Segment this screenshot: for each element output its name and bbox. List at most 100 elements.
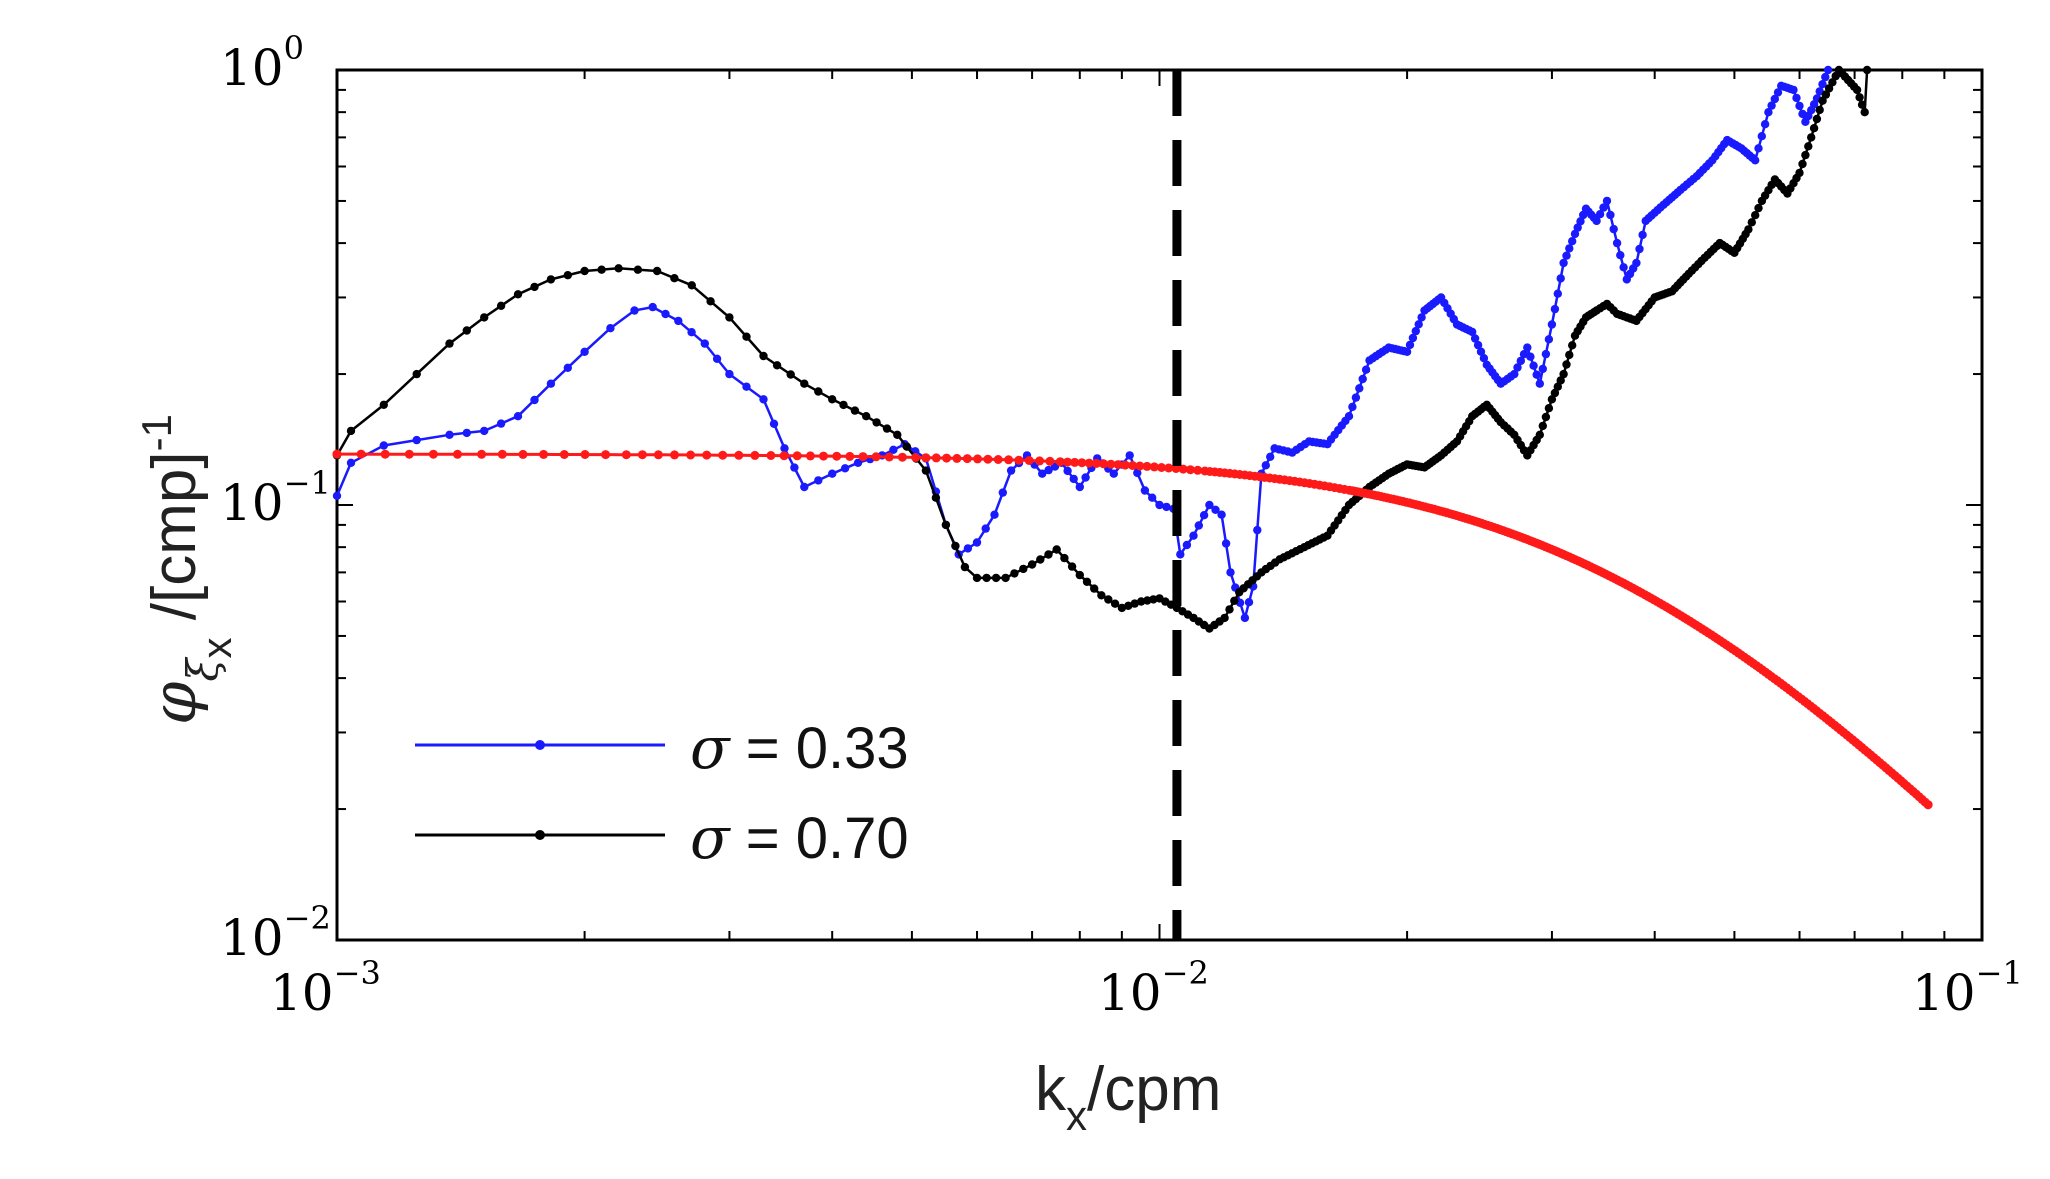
series-0-point-266	[1821, 72, 1830, 82]
series-0-point-12	[580, 347, 589, 356]
series-0-point-44	[990, 510, 999, 519]
series-0-point-10	[546, 379, 556, 388]
series-1-point-255	[1795, 168, 1804, 178]
series-0-point-65	[1133, 468, 1142, 478]
series-1-point-60	[1124, 601, 1133, 610]
series-1-point-59	[1117, 603, 1127, 613]
series-1-point-41	[972, 573, 982, 583]
series-1-point-5	[462, 326, 471, 335]
series-0-point-265	[1818, 80, 1827, 89]
series-2-point-30	[858, 452, 868, 462]
series-0-point-28	[814, 476, 823, 485]
series-2-point-6	[453, 449, 462, 459]
series-0-point-43	[981, 524, 990, 533]
y-tick-label-3: 100	[220, 29, 304, 97]
series-0-point-194	[1602, 196, 1612, 206]
series-0-point-2	[379, 441, 388, 450]
series-0-point-199	[1619, 263, 1628, 272]
series-0-point-182	[1568, 237, 1577, 246]
series-1-point-54	[1082, 577, 1092, 586]
series-0-point-57	[1081, 473, 1090, 482]
series-0-point-198	[1616, 251, 1625, 260]
series-1-point-14	[614, 264, 623, 273]
series-0-point-8	[513, 412, 523, 421]
legend: σ = 0.33 σ = 0.70	[415, 714, 909, 872]
series-2-point-26	[805, 451, 815, 461]
series-0-point-176	[1550, 304, 1560, 314]
series-0-point-250	[1773, 88, 1783, 97]
series-0-point-14	[630, 306, 639, 315]
series-2-point-40	[973, 454, 983, 464]
series-1-point-78	[1225, 605, 1234, 614]
x-tick-label-1: 10−3	[270, 954, 381, 1022]
series-0-point-18	[687, 328, 696, 337]
series-2-point-45	[1024, 456, 1034, 465]
series-2-point-53	[1091, 458, 1101, 468]
y-tick-label-2: 10−1	[220, 464, 331, 532]
y-tick-label-1: 10−2	[220, 899, 331, 967]
series-2-point-37	[942, 453, 952, 463]
series-0-point-174	[1544, 335, 1554, 344]
series-2-point-39	[962, 454, 972, 464]
x-axis-label: kx/cpm	[1035, 1055, 1221, 1139]
series-0-point-22	[742, 382, 751, 391]
series-2-point-12	[580, 450, 590, 459]
series-0-point-56	[1075, 482, 1085, 492]
series-2-point-44	[1014, 455, 1024, 465]
series-0-point-46	[1006, 466, 1016, 475]
series-2-point-67	[1193, 465, 1203, 475]
series-0-point-177	[1553, 289, 1563, 298]
series-1-point-7	[496, 301, 506, 310]
series-2-point-34	[911, 453, 921, 462]
series-0-point-88	[1261, 461, 1271, 470]
series-2-point-35	[921, 453, 931, 463]
series-0-point-84	[1244, 598, 1254, 607]
series-1-point-31	[872, 418, 881, 427]
series-1-point-239	[1744, 225, 1753, 234]
series-2-point-24	[779, 451, 789, 461]
series-0-point-151	[1473, 340, 1483, 350]
series-0-point-196	[1609, 224, 1618, 234]
series-1-point-240	[1747, 218, 1757, 227]
series-1-point-275	[1855, 93, 1864, 102]
series-0-point-163	[1510, 369, 1519, 379]
series-2-point-28	[832, 451, 842, 461]
series-0-point-51	[1044, 465, 1053, 475]
series-0-point-249	[1770, 94, 1780, 104]
series-1-point-30	[862, 412, 871, 421]
series-2-point-7	[477, 449, 487, 459]
series-2-point-47	[1045, 456, 1055, 466]
series-2-point-23	[766, 451, 776, 460]
series-0-point-16	[661, 309, 670, 319]
series-2-point-10	[539, 449, 549, 459]
series-0-point-152	[1476, 347, 1486, 356]
series-0-point-131	[1414, 320, 1423, 329]
series-1-point-22	[759, 351, 768, 361]
series-0-point-111	[1351, 393, 1361, 402]
series-0-point-17	[674, 316, 683, 326]
series-0-point-132	[1417, 313, 1426, 322]
series-0-point-30	[840, 464, 850, 473]
series-0-point-13	[606, 324, 615, 333]
series-0-point-109	[1344, 412, 1354, 421]
series-2-point-19	[702, 450, 712, 460]
series-1-point-177	[1559, 369, 1568, 379]
series-0-point-150	[1470, 334, 1480, 343]
series-2-point-54	[1099, 459, 1109, 469]
series-0-point-19	[700, 339, 709, 348]
series-1-point-48	[1036, 555, 1045, 564]
series-2-point-62	[1157, 463, 1166, 472]
series-0-point-5	[462, 428, 471, 438]
series-0-point-175	[1547, 320, 1557, 329]
series-2-point-64	[1171, 464, 1181, 473]
series-1-point-18	[687, 281, 696, 290]
series-2-point-33	[897, 452, 907, 462]
series-1-point-180	[1568, 341, 1577, 350]
series-0-point-166	[1519, 350, 1529, 359]
series-1-point-16	[652, 266, 662, 276]
series-1-point-29	[850, 406, 860, 415]
series-1-point-274	[1852, 85, 1862, 95]
series-0-point-4	[445, 430, 454, 439]
series-2-point-59	[1135, 461, 1145, 471]
series-0-point-170	[1532, 370, 1541, 379]
